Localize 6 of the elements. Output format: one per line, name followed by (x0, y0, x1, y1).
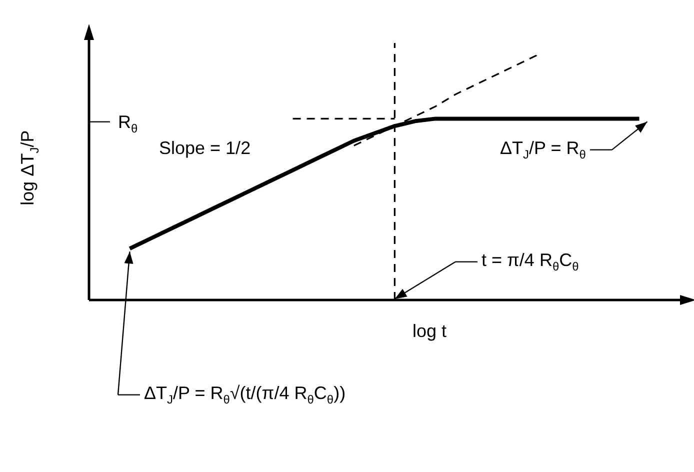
annotation: Slope = 1/2 (159, 138, 251, 158)
annotation: t = π/4 R$_{θ}$C$_{θ}$ (482, 250, 579, 274)
annotation: ΔT$_{J}$/P = R$_{θ}$ (500, 138, 586, 162)
x-axis-title: log t (412, 321, 447, 341)
text: ΔT$_{J}$/P = R$_{θ}$√(t/(π/4 R$_{θ}$C$_{θ}$)) (144, 383, 346, 407)
annotation: R$_{θ}$ (118, 112, 138, 136)
